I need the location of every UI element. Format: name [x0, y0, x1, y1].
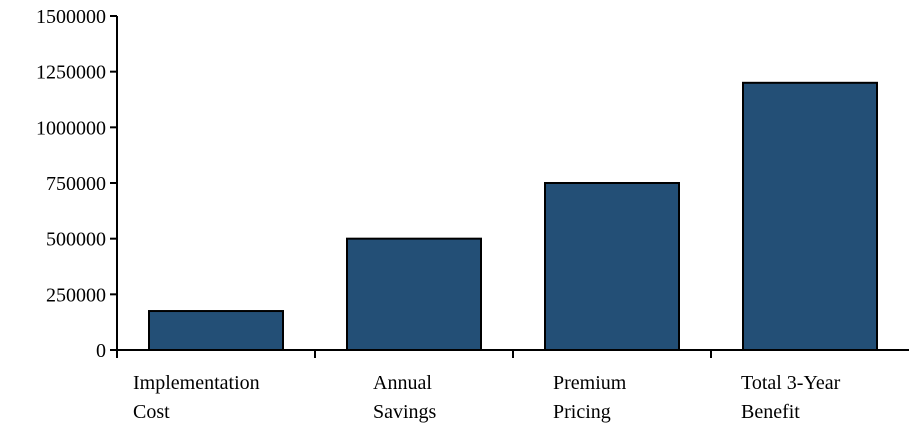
y-tick-label: 500000: [46, 229, 106, 251]
y-tick-label: 1500000: [36, 6, 106, 28]
bar-1: [346, 237, 482, 352]
bars: [148, 81, 878, 352]
x-tick-label: Implementation Cost: [133, 372, 260, 423]
bar-0: [148, 310, 284, 351]
x-tick-label: Annual Savings: [373, 372, 437, 423]
x-tick-label: Total 3-Year Benefit: [741, 372, 841, 423]
x-tick-label-line: Cost: [133, 401, 170, 423]
x-tick-label-line: Annual: [373, 372, 432, 394]
x-tick-label-line: Implementation: [133, 372, 260, 394]
x-tick-label-line: Premium: [553, 372, 627, 394]
y-tick-label: 0: [96, 340, 106, 362]
x-tick-label-line: Benefit: [741, 401, 800, 423]
y-tick-label: 750000: [46, 173, 106, 195]
x-tick-label: Premium Pricing: [553, 372, 627, 423]
y-axis: 0 250000 500000 750000 1000000 1250000 1500000: [36, 6, 118, 362]
y-tick-label: 1000000: [36, 117, 106, 139]
x-tick-label-line: Total 3-Year: [741, 372, 841, 394]
y-tick-label: 1250000: [36, 62, 106, 84]
x-tick-label-line: Pricing: [553, 401, 611, 423]
y-tick-label: 250000: [46, 284, 106, 306]
bar-3: [742, 81, 878, 352]
x-tick-label-line: Savings: [373, 401, 437, 423]
bar-2: [544, 182, 680, 351]
